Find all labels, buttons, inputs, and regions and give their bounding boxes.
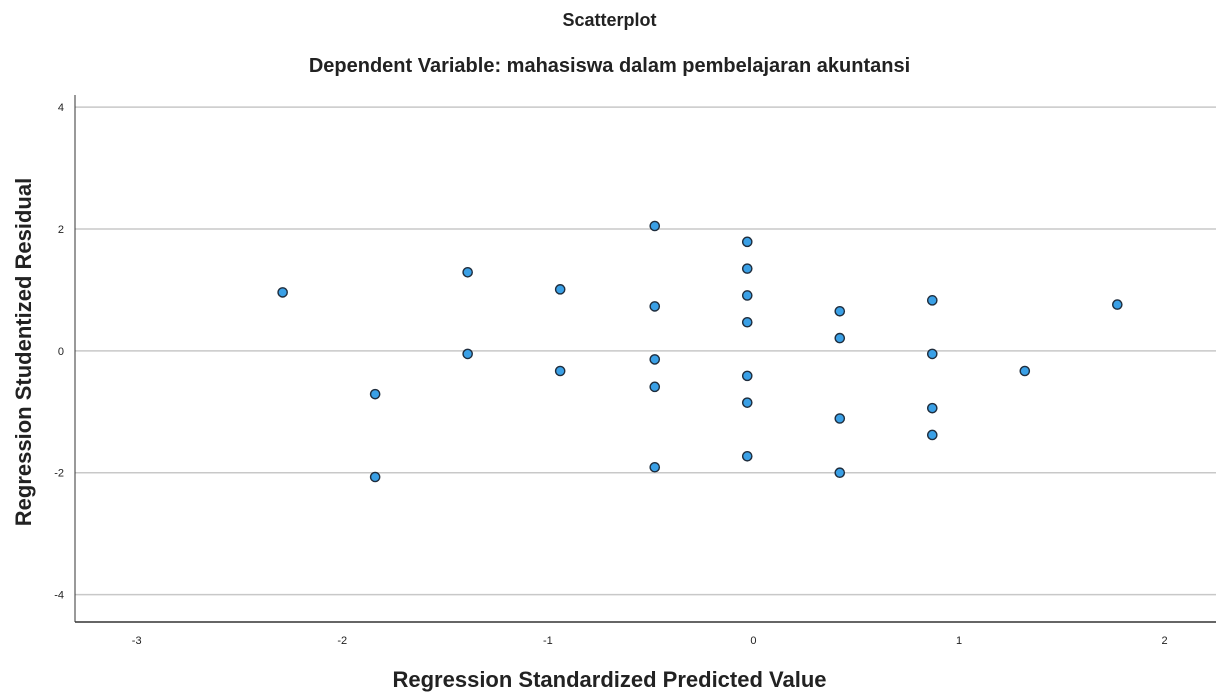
data-point [1112,299,1123,310]
chart-title: Scatterplot [562,10,657,30]
data-point [926,402,938,414]
data-point [834,332,846,344]
data-point [649,301,661,312]
data-point [834,305,846,317]
data-point [649,220,661,232]
data-point [369,388,381,400]
data-point [369,471,381,483]
data-point [741,316,753,328]
data-point [462,348,473,360]
y-tick-label: 2 [58,224,64,236]
data-point [554,284,566,295]
y-tick-label: 0 [58,346,64,358]
x-tick-label: 1 [956,635,962,647]
data-point [462,266,473,278]
y-tick-label: -4 [54,590,64,602]
chart-subtitle: Dependent Variable: mahasiswa dalam pemb… [308,55,911,77]
data-point [277,287,288,298]
data-point [926,295,938,306]
x-axis-label: Regression Standardized Predicted Value [392,667,827,692]
data-point [554,365,566,377]
data-point [926,348,938,360]
data-point [741,397,753,408]
data-point [926,429,938,441]
data-point [1019,365,1031,377]
x-tick-label: -1 [543,635,553,647]
y-axis-label: Regression Studentized Residual [11,177,36,527]
data-point [649,461,661,473]
data-point [741,236,753,248]
x-tick-label: -2 [337,635,347,647]
x-tick-label: 2 [1162,635,1168,647]
y-tick-label: 4 [58,102,64,114]
data-point [741,290,753,301]
x-tick-label: -3 [132,635,142,647]
x-tick-label: 0 [750,635,756,647]
data-point [741,263,753,274]
data-point [834,413,846,424]
y-tick-label: -2 [54,468,64,480]
data-point [649,381,661,393]
data-point [741,370,753,382]
data-point [834,467,846,479]
data-point [649,354,661,365]
data-point [741,450,753,462]
